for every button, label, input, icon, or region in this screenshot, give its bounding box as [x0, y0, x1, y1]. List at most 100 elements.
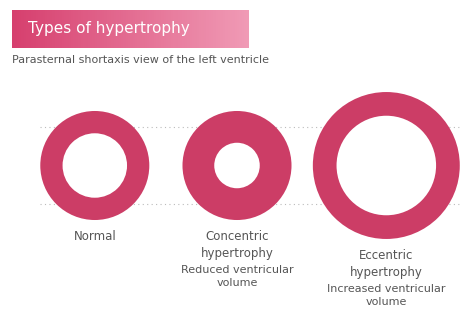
Text: Types of hypertrophy: Types of hypertrophy: [28, 22, 190, 36]
FancyBboxPatch shape: [126, 10, 128, 48]
FancyBboxPatch shape: [242, 10, 245, 48]
FancyBboxPatch shape: [244, 10, 247, 48]
FancyBboxPatch shape: [180, 10, 183, 48]
FancyBboxPatch shape: [90, 10, 93, 48]
FancyBboxPatch shape: [111, 10, 114, 48]
FancyBboxPatch shape: [220, 10, 223, 48]
FancyBboxPatch shape: [52, 10, 55, 48]
FancyBboxPatch shape: [31, 10, 34, 48]
FancyBboxPatch shape: [55, 10, 57, 48]
FancyBboxPatch shape: [201, 10, 204, 48]
FancyBboxPatch shape: [33, 10, 36, 48]
Ellipse shape: [63, 133, 127, 198]
FancyBboxPatch shape: [223, 10, 226, 48]
FancyBboxPatch shape: [185, 10, 188, 48]
FancyBboxPatch shape: [197, 10, 200, 48]
FancyBboxPatch shape: [107, 10, 109, 48]
FancyBboxPatch shape: [206, 10, 209, 48]
FancyBboxPatch shape: [85, 10, 88, 48]
FancyBboxPatch shape: [235, 10, 237, 48]
FancyBboxPatch shape: [64, 10, 67, 48]
FancyBboxPatch shape: [228, 10, 230, 48]
FancyBboxPatch shape: [95, 10, 98, 48]
FancyBboxPatch shape: [161, 10, 164, 48]
FancyBboxPatch shape: [40, 10, 43, 48]
FancyBboxPatch shape: [128, 10, 131, 48]
FancyBboxPatch shape: [173, 10, 176, 48]
FancyBboxPatch shape: [159, 10, 162, 48]
FancyBboxPatch shape: [28, 10, 31, 48]
FancyBboxPatch shape: [59, 10, 62, 48]
FancyBboxPatch shape: [194, 10, 197, 48]
FancyBboxPatch shape: [171, 10, 173, 48]
FancyBboxPatch shape: [190, 10, 192, 48]
FancyBboxPatch shape: [88, 10, 91, 48]
Ellipse shape: [313, 92, 460, 239]
FancyBboxPatch shape: [175, 10, 178, 48]
Ellipse shape: [40, 111, 149, 220]
FancyBboxPatch shape: [17, 10, 19, 48]
FancyBboxPatch shape: [14, 10, 17, 48]
FancyBboxPatch shape: [38, 10, 41, 48]
FancyBboxPatch shape: [62, 10, 64, 48]
FancyBboxPatch shape: [239, 10, 242, 48]
FancyBboxPatch shape: [135, 10, 138, 48]
FancyBboxPatch shape: [237, 10, 240, 48]
FancyBboxPatch shape: [76, 10, 79, 48]
FancyBboxPatch shape: [187, 10, 190, 48]
FancyBboxPatch shape: [102, 10, 105, 48]
FancyBboxPatch shape: [47, 10, 50, 48]
FancyBboxPatch shape: [216, 10, 219, 48]
Ellipse shape: [337, 116, 436, 215]
FancyBboxPatch shape: [213, 10, 216, 48]
FancyBboxPatch shape: [97, 10, 100, 48]
FancyBboxPatch shape: [19, 10, 22, 48]
FancyBboxPatch shape: [178, 10, 181, 48]
FancyBboxPatch shape: [154, 10, 157, 48]
FancyBboxPatch shape: [12, 10, 15, 48]
FancyBboxPatch shape: [137, 10, 140, 48]
FancyBboxPatch shape: [140, 10, 143, 48]
Text: Increased ventricular
volume: Increased ventricular volume: [327, 284, 446, 307]
FancyBboxPatch shape: [218, 10, 221, 48]
FancyBboxPatch shape: [152, 10, 155, 48]
FancyBboxPatch shape: [73, 10, 76, 48]
FancyBboxPatch shape: [100, 10, 102, 48]
FancyBboxPatch shape: [26, 10, 29, 48]
FancyBboxPatch shape: [246, 10, 249, 48]
FancyBboxPatch shape: [116, 10, 119, 48]
FancyBboxPatch shape: [118, 10, 121, 48]
FancyBboxPatch shape: [199, 10, 202, 48]
Text: Reduced ventricular
volume: Reduced ventricular volume: [181, 265, 293, 288]
FancyBboxPatch shape: [192, 10, 195, 48]
FancyBboxPatch shape: [133, 10, 136, 48]
FancyBboxPatch shape: [69, 10, 72, 48]
FancyBboxPatch shape: [43, 10, 46, 48]
FancyBboxPatch shape: [211, 10, 214, 48]
FancyBboxPatch shape: [225, 10, 228, 48]
FancyBboxPatch shape: [145, 10, 147, 48]
FancyBboxPatch shape: [45, 10, 48, 48]
FancyBboxPatch shape: [204, 10, 207, 48]
Text: Parasternal shortaxis view of the left ventricle: Parasternal shortaxis view of the left v…: [12, 55, 269, 65]
FancyBboxPatch shape: [164, 10, 166, 48]
FancyBboxPatch shape: [156, 10, 159, 48]
FancyBboxPatch shape: [130, 10, 133, 48]
FancyBboxPatch shape: [147, 10, 150, 48]
FancyBboxPatch shape: [83, 10, 86, 48]
FancyBboxPatch shape: [104, 10, 107, 48]
FancyBboxPatch shape: [142, 10, 145, 48]
FancyBboxPatch shape: [168, 10, 171, 48]
FancyBboxPatch shape: [230, 10, 233, 48]
FancyBboxPatch shape: [114, 10, 117, 48]
FancyBboxPatch shape: [21, 10, 24, 48]
FancyBboxPatch shape: [182, 10, 185, 48]
FancyBboxPatch shape: [57, 10, 60, 48]
FancyBboxPatch shape: [36, 10, 38, 48]
FancyBboxPatch shape: [71, 10, 74, 48]
FancyBboxPatch shape: [166, 10, 169, 48]
FancyBboxPatch shape: [123, 10, 126, 48]
FancyBboxPatch shape: [209, 10, 211, 48]
Text: Concentric
hypertrophy: Concentric hypertrophy: [201, 230, 273, 260]
FancyBboxPatch shape: [121, 10, 124, 48]
